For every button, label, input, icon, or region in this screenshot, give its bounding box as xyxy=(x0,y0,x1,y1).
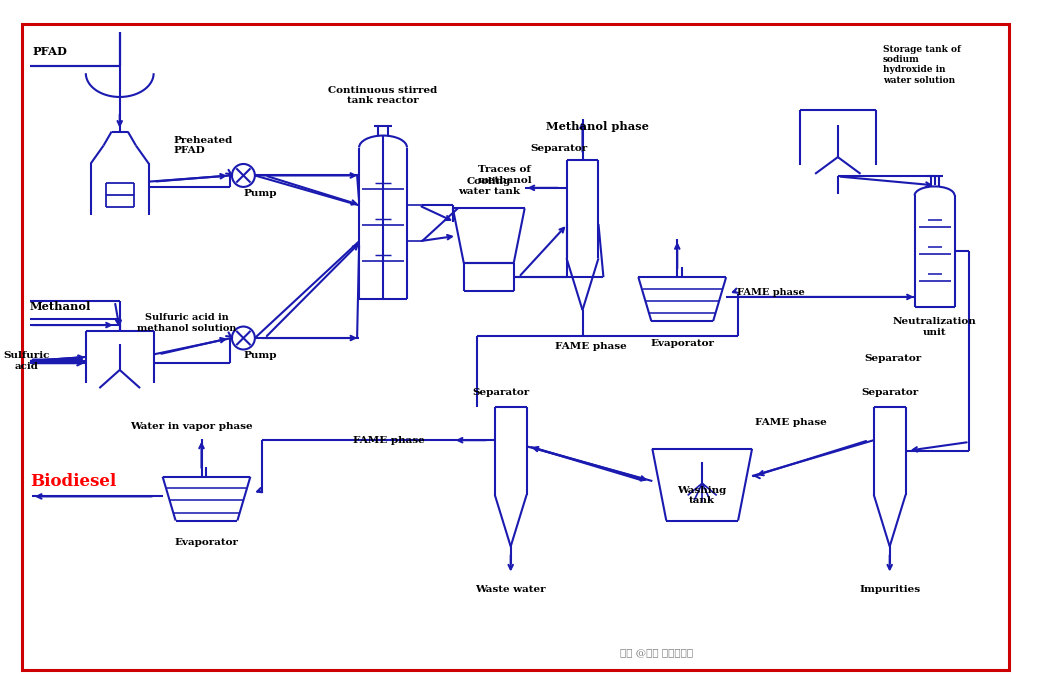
Text: Water in vapor phase: Water in vapor phase xyxy=(130,422,252,431)
Text: Impurities: Impurities xyxy=(859,585,921,594)
Text: Pump: Pump xyxy=(243,189,277,198)
Text: FAME phase: FAME phase xyxy=(755,418,827,427)
Text: Cooling
water tank: Cooling water tank xyxy=(458,177,520,196)
Text: Separator: Separator xyxy=(473,388,530,397)
Text: Evaporator: Evaporator xyxy=(650,338,714,347)
Text: Storage tank of
sodium
hydroxide in
water solution: Storage tank of sodium hydroxide in wate… xyxy=(883,44,961,85)
Text: Traces of
methanol: Traces of methanol xyxy=(477,166,532,185)
Text: Methanol: Methanol xyxy=(30,301,91,312)
Text: Neutralization
unit: Neutralization unit xyxy=(893,317,977,337)
Text: 知乎 @虹科 工业物联网: 知乎 @虹科 工业物联网 xyxy=(620,648,693,657)
Text: FAME phase: FAME phase xyxy=(737,288,805,297)
Text: FAME phase: FAME phase xyxy=(555,342,627,351)
Text: Washing
tank: Washing tank xyxy=(677,486,727,505)
Text: Separator: Separator xyxy=(531,144,588,153)
Text: Evaporator: Evaporator xyxy=(175,538,239,547)
Text: Preheated
PFAD: Preheated PFAD xyxy=(174,136,233,155)
Text: Pump: Pump xyxy=(243,351,277,360)
Text: Separator: Separator xyxy=(864,354,922,363)
Text: FAME phase: FAME phase xyxy=(353,436,425,445)
Text: Waste water: Waste water xyxy=(476,585,547,594)
Text: Biodiesel: Biodiesel xyxy=(30,473,116,490)
Text: PFAD: PFAD xyxy=(32,46,66,58)
Text: Continuous stirred
tank reactor: Continuous stirred tank reactor xyxy=(328,86,437,105)
Text: Sulfuric acid in
methanol solution: Sulfuric acid in methanol solution xyxy=(137,313,236,333)
Text: Methanol phase: Methanol phase xyxy=(547,121,649,132)
Text: Separator: Separator xyxy=(861,388,920,397)
Text: Sulfuric
acid: Sulfuric acid xyxy=(4,351,50,371)
